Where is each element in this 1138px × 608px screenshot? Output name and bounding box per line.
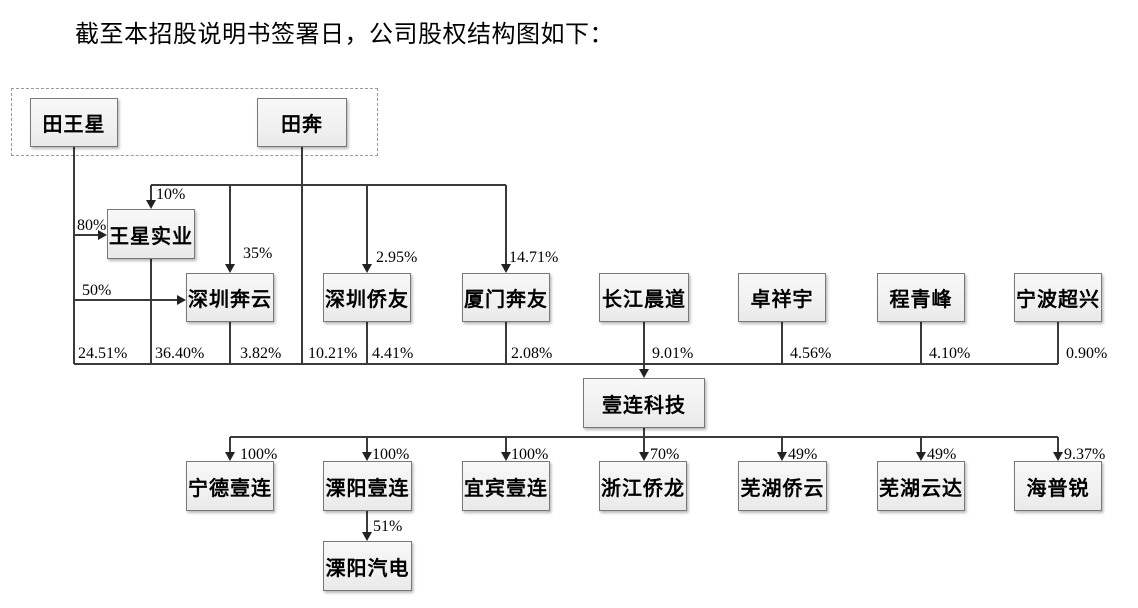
connector-line bbox=[229, 185, 231, 267]
connector-line bbox=[920, 322, 922, 364]
entity-box-cheng-qingfeng: 程青峰 bbox=[877, 273, 965, 322]
entity-box-xiamen-benyou: 厦门奔友 bbox=[462, 273, 550, 322]
ownership-percent-label: 80% bbox=[77, 217, 107, 234]
ownership-percent-label: 10% bbox=[156, 186, 186, 203]
ownership-percent-label: 100% bbox=[511, 446, 549, 463]
ownership-percent-label: 49% bbox=[788, 446, 818, 463]
ownership-percent-label: 14.71% bbox=[509, 249, 559, 266]
ownership-percent-label: 4.56% bbox=[790, 345, 832, 362]
arrowhead-down bbox=[777, 452, 787, 461]
ownership-percent-label: 9.37% bbox=[1064, 446, 1106, 463]
connector-line bbox=[505, 322, 507, 364]
connector-line bbox=[366, 185, 368, 267]
arrowhead-down bbox=[146, 200, 156, 209]
connector-line bbox=[74, 234, 101, 236]
arrowhead-down bbox=[639, 452, 649, 461]
connector-line bbox=[74, 299, 180, 301]
arrowhead-down bbox=[225, 264, 235, 273]
connector-line bbox=[150, 259, 152, 364]
arrowhead-down bbox=[362, 452, 372, 461]
entity-box-ningbo-chaoxing: 宁波超兴 bbox=[1014, 273, 1102, 322]
entity-box-wangxing-shiye: 王星实业 bbox=[107, 209, 195, 259]
ownership-percent-label: 100% bbox=[372, 446, 410, 463]
connector-line bbox=[643, 437, 645, 455]
ownership-percent-label: 100% bbox=[240, 446, 278, 463]
ownership-percent-label: 2.95% bbox=[376, 249, 418, 266]
ownership-percent-label: 10.21% bbox=[308, 345, 358, 362]
entity-box-shenzhen-qiaoyou: 深圳侨友 bbox=[323, 273, 411, 322]
entity-box-shenzhen-benyun: 深圳奔云 bbox=[186, 273, 274, 322]
arrowhead-down bbox=[225, 452, 235, 461]
arrowhead-down bbox=[1053, 452, 1063, 461]
connector-line bbox=[920, 437, 922, 455]
entity-box-wuhu-yunda: 芜湖云达 bbox=[877, 461, 965, 511]
entity-box-wuhu-qiaoyun: 芜湖侨云 bbox=[738, 461, 827, 511]
page-title: 截至本招股说明书签署日，公司股权结构图如下： bbox=[75, 22, 614, 48]
connector-line bbox=[366, 511, 368, 535]
connector-line bbox=[781, 437, 783, 455]
connector-line bbox=[366, 437, 368, 455]
entity-box-haipurui: 海普锐 bbox=[1014, 461, 1102, 511]
ownership-percent-label: 35% bbox=[243, 245, 273, 262]
entity-box-liyang-yilian: 溧阳壹连 bbox=[323, 461, 412, 511]
arrowhead-down bbox=[362, 532, 372, 541]
connector-line bbox=[74, 363, 1058, 365]
connector-line bbox=[643, 322, 645, 372]
connector-line bbox=[229, 322, 231, 364]
connector-line bbox=[1057, 437, 1059, 455]
connector-line bbox=[1057, 322, 1059, 364]
ownership-percent-label: 70% bbox=[650, 446, 680, 463]
ownership-percent-label: 51% bbox=[373, 518, 403, 535]
arrowhead-right bbox=[177, 295, 186, 305]
ownership-percent-label: 4.10% bbox=[929, 345, 971, 362]
connector-line bbox=[505, 185, 507, 267]
ownership-percent-label: 2.08% bbox=[511, 345, 553, 362]
connector-line bbox=[781, 322, 783, 364]
entity-box-tian-wangxing: 田王星 bbox=[30, 98, 118, 147]
connector-line bbox=[151, 184, 506, 186]
entity-box-yibin-yilian: 宜宾壹连 bbox=[462, 461, 550, 511]
entity-box-liyang-qidian: 溧阳汽电 bbox=[323, 541, 412, 591]
ownership-percent-label: 3.82% bbox=[240, 345, 282, 362]
ownership-percent-label: 24.51% bbox=[78, 345, 128, 362]
connector-line bbox=[229, 437, 231, 455]
ownership-percent-label: 36.40% bbox=[155, 345, 205, 362]
ownership-percent-label: 0.90% bbox=[1066, 345, 1108, 362]
arrowhead-down bbox=[501, 452, 511, 461]
entity-box-tian-ben: 田奔 bbox=[257, 98, 347, 147]
entity-box-zhuo-xiangyu: 卓祥宇 bbox=[738, 273, 826, 322]
connector-line bbox=[73, 147, 75, 364]
entity-box-changjiang-chendao: 长江晨道 bbox=[599, 273, 689, 322]
ownership-percent-label: 4.41% bbox=[372, 345, 414, 362]
entity-box-ningde-yilian: 宁德壹连 bbox=[186, 461, 274, 511]
connector-line bbox=[505, 437, 507, 455]
connector-line bbox=[150, 185, 152, 203]
ownership-percent-label: 50% bbox=[82, 282, 112, 299]
founders-group-dashed-box bbox=[11, 88, 378, 156]
entity-box-yilian-keji: 壹连科技 bbox=[583, 378, 705, 428]
arrowhead-down bbox=[501, 264, 511, 273]
connector-line bbox=[366, 322, 368, 364]
ownership-percent-label: 49% bbox=[927, 446, 957, 463]
arrowhead-down bbox=[639, 369, 649, 378]
connector-line bbox=[301, 147, 303, 364]
ownership-percent-label: 9.01% bbox=[652, 345, 694, 362]
arrowhead-down bbox=[362, 264, 372, 273]
arrowhead-right bbox=[98, 230, 107, 240]
entity-box-zhejiang-qiaolong: 浙江侨龙 bbox=[599, 461, 687, 511]
arrowhead-down bbox=[916, 452, 926, 461]
connector-line bbox=[643, 428, 645, 437]
